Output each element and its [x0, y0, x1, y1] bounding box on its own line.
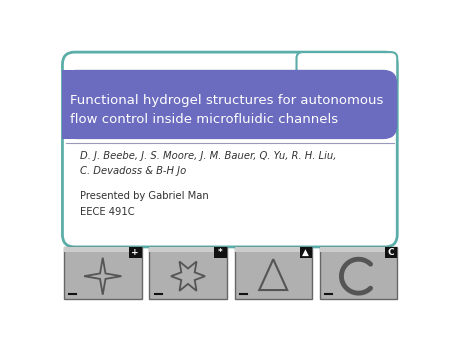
- Bar: [149, 247, 227, 251]
- Bar: [129, 247, 141, 258]
- Bar: [320, 247, 397, 251]
- Bar: [64, 247, 141, 299]
- Text: D. J. Beebe, J. S. Moore, J. M. Bauer, Q. Yu, R. H. Liu,
C. Devadoss & B-H Jo: D. J. Beebe, J. S. Moore, J. M. Bauer, Q…: [80, 151, 336, 176]
- Bar: [300, 247, 312, 258]
- Bar: [64, 247, 141, 251]
- FancyBboxPatch shape: [297, 52, 397, 89]
- Bar: [320, 247, 397, 299]
- Text: Presented by Gabriel Man
EECE 491C: Presented by Gabriel Man EECE 491C: [80, 192, 208, 217]
- Text: ▲: ▲: [302, 248, 309, 257]
- Bar: [149, 247, 227, 299]
- Bar: [385, 247, 397, 258]
- Bar: [214, 247, 227, 258]
- Bar: [234, 247, 312, 299]
- Text: *: *: [218, 248, 223, 257]
- Text: C: C: [388, 248, 394, 257]
- FancyBboxPatch shape: [63, 52, 397, 247]
- Bar: [63, 70, 78, 139]
- Text: +: +: [131, 248, 139, 257]
- Text: Functional hydrogel structures for autonomous
flow control inside microfluidic c: Functional hydrogel structures for auton…: [70, 94, 383, 126]
- Bar: [234, 247, 312, 251]
- FancyBboxPatch shape: [63, 70, 397, 139]
